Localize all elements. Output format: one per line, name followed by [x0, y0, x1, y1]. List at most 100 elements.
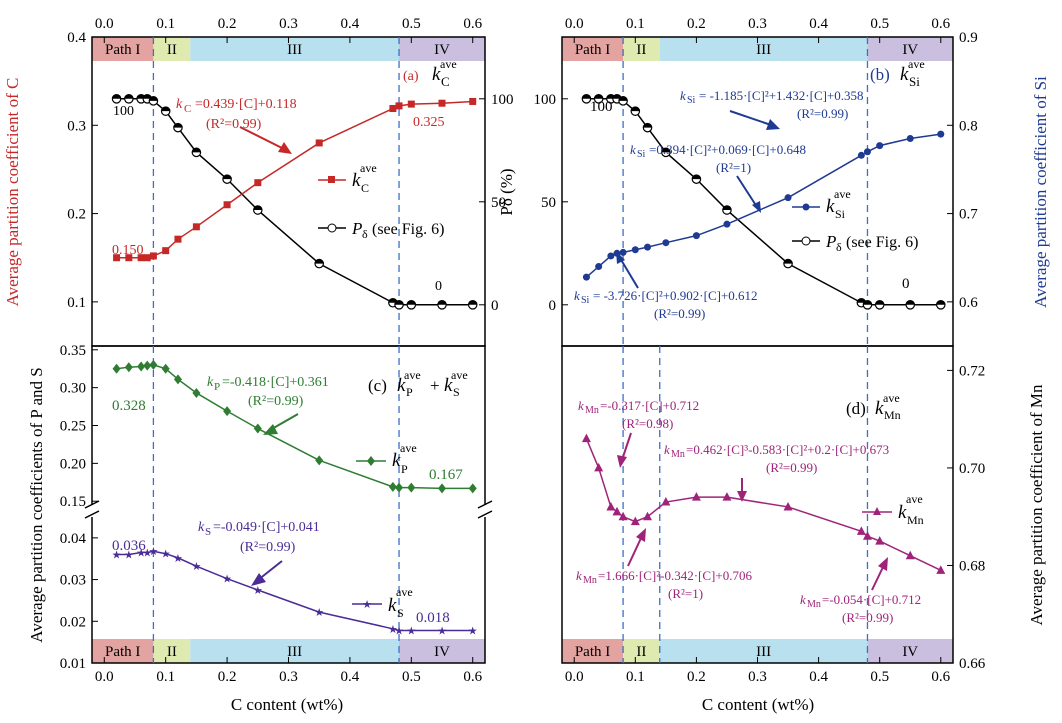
panel-c-legend-s: k [388, 595, 397, 616]
panel-d-arrow-4 [871, 564, 885, 591]
data-point-c-0-0 [112, 363, 121, 374]
x-top-tick-label-a-4: 0.4 [341, 16, 360, 32]
panel-b-k-sub: Si [909, 74, 920, 89]
data-point-a-0-8 [223, 201, 231, 209]
panel-c-val-p-left: 0.328 [112, 398, 146, 414]
panel-b-k-symbol: k [900, 64, 909, 85]
data-point-c-1-3: ★ [142, 547, 152, 559]
path-band-d-2 [623, 639, 660, 663]
x-top-tick-label-a-5: 0.5 [402, 16, 421, 32]
panel-a-p0: 0 [435, 279, 442, 294]
data-point-c-0-4 [149, 359, 158, 370]
data-point-a-1-8-fill [222, 174, 232, 180]
data-point-b-1-6-fill [643, 123, 652, 128]
data-point-d-0-7 [661, 497, 671, 506]
data-point-b-1-8-fill [692, 174, 701, 180]
y-tick-label-b-right-1: 0.7 [959, 207, 978, 223]
panel-b-eq3-k: k [574, 288, 580, 303]
panel-d-eq1-rest: =-0.317·[C]+0.712 [600, 398, 699, 413]
data-point-d-0-1 [594, 462, 604, 472]
x-top-tick-label-b-2: 0.2 [687, 16, 706, 32]
panel-b: Path I II III IV 0.0 0.1 0.2 0.3 0.4 0.5 0.605010… [497, 16, 1050, 347]
panel-b-label: (b) [870, 65, 890, 84]
data-point-b-0-4 [619, 248, 627, 256]
panel-c-break-left-1 [84, 500, 100, 509]
data-point-c-1-0: ★ [112, 550, 122, 562]
path-band-c-1 [92, 639, 154, 663]
data-point-c-0-6 [173, 374, 182, 385]
panel-c-arrow-s-head [251, 573, 266, 586]
path-label-a-3: III [287, 42, 302, 58]
panel-a-label: (a) [403, 69, 419, 84]
panel-a-p100: 100 [113, 104, 134, 119]
data-point-a-0-11 [389, 105, 397, 113]
data-point-b-1-10-fill [783, 259, 793, 264]
x-top-tick-label-a-2: 0.2 [218, 16, 237, 32]
y-tick-label-c-left-4: 0.35 [60, 343, 86, 359]
panel-c-break-gap [88, 505, 489, 517]
panel-c-break-right-2 [477, 510, 493, 519]
path-label-d-2: II [636, 644, 646, 660]
path-label-b-2: II [636, 42, 646, 58]
data-point-d-0-5 [630, 516, 640, 526]
x-tick-label-d-2: 0.2 [687, 669, 706, 685]
data-point-a-1-11-fill [388, 298, 398, 303]
data-point-b-1-12-fill [863, 300, 872, 305]
panel-a-legend-p: P [351, 219, 362, 238]
panel-d-arrow-4-head [878, 557, 888, 571]
data-point-b-0-14 [906, 135, 914, 143]
panel-b-legend-p-marker [801, 236, 811, 246]
path-label-b-3: III [756, 42, 771, 58]
x-tick-label-d-6: 0.6 [931, 669, 950, 685]
data-point-c-0-9 [253, 423, 262, 434]
panel-c-kp: k [397, 375, 406, 396]
path-band-d-4 [867, 639, 953, 663]
y-tick-label-a-right-2: 100 [491, 92, 514, 108]
y-tick-label-c-left-3: 0.04 [60, 531, 87, 547]
panel-a-legend-k-sub: C [361, 181, 369, 195]
panel-a-eq-r2: (R²=0.99) [206, 117, 262, 132]
series-line-b-1 [586, 98, 941, 306]
data-point-b-1-0-fill [582, 94, 591, 99]
path-band-d-1 [562, 639, 624, 663]
panel-d: Path I II III IV 0.0 0.1 0.2 0.3 0.4 0.5 0.60.660… [561, 345, 1046, 685]
data-point-b-1-3-fill [612, 94, 622, 99]
x-tick-label-d-3: 0.3 [748, 669, 767, 685]
panel-b-eq3-sub: Si [581, 295, 590, 306]
y-tick-label-b-right-2: 0.8 [959, 118, 978, 134]
data-point-a-0-9 [254, 179, 262, 187]
x-tick-label-c-3: 0.3 [279, 669, 298, 685]
x-tick-label-d-0: 0.0 [565, 669, 584, 685]
panel-b-arrow-3-head [616, 251, 625, 264]
y-tick-label-d-right-1: 0.68 [959, 558, 985, 574]
data-point-a-0-10 [315, 139, 323, 147]
y-tick-label-c-left-1: 0.02 [60, 614, 86, 630]
panel-c-arrow-s [257, 560, 283, 581]
panel-d-legend-sup: ave [906, 492, 923, 506]
panel-c-arrow-p-head [263, 424, 278, 435]
panel-a-legend-p-suffix: (see Fig. 6) [372, 221, 444, 238]
path-label-a-1: Path I [105, 42, 140, 58]
data-point-b-0-13 [876, 142, 884, 150]
data-point-c-0-13 [407, 482, 416, 493]
data-point-a-1-5-fill [161, 106, 170, 112]
data-point-d-0-3 [612, 506, 622, 516]
panel-d-eq2-k: k [664, 442, 670, 457]
y-tick-label-b-left-1: 50 [541, 195, 556, 211]
panel-b-eq1-sub: Si [687, 95, 696, 106]
panel-d-arrow-3 [627, 535, 643, 567]
y-tick-label-a-right-0: 0 [491, 298, 499, 314]
path-band-b-3 [659, 37, 868, 61]
data-point-a-0-0 [113, 254, 121, 262]
path-band-a-4 [399, 37, 485, 61]
data-point-b-0-6 [644, 243, 652, 251]
data-point-a-1-0-fill [112, 94, 121, 99]
series-line-d-0 [585, 438, 942, 572]
y-tick-label-a-left-2: 0.3 [67, 118, 86, 134]
panel-d-eq1-sub: Mn [585, 405, 599, 416]
data-point-c-1-2: ★ [136, 547, 146, 559]
panel-c-eqS-k: k [198, 520, 205, 535]
data-point-d-0-9 [722, 492, 732, 501]
data-point-c-0-10 [315, 455, 324, 466]
